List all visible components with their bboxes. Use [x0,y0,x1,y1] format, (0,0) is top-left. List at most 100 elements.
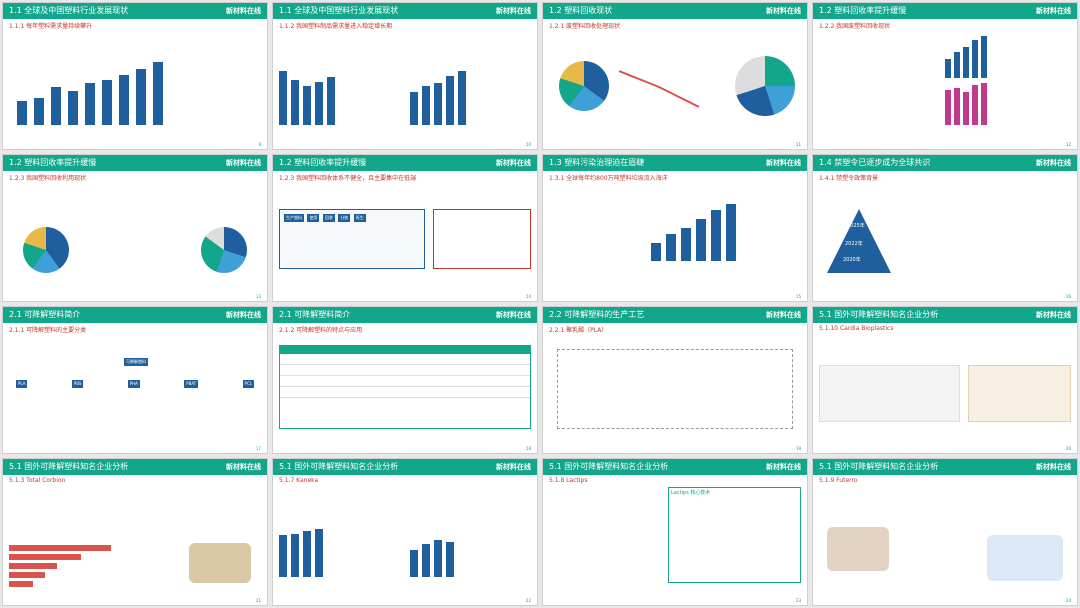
bar [279,71,287,125]
brand-logo: 新材料在线 [1036,7,1071,15]
pie-chart [559,61,609,111]
tree-node: PBAT [184,380,199,388]
slide-title: 1.2 塑料回收率提升缓慢 [819,6,907,15]
slide-header: 5.1 国外可降解塑料知名企业分析 新材料在线 [813,459,1077,475]
bar [945,89,951,125]
hbar [9,581,33,587]
slide-14[interactable]: 5.1 国外可降解塑料知名企业分析 新材料在线 5.1.7 Kaneka 22 [272,458,538,606]
bar [68,91,78,125]
bar [981,35,987,78]
bar-chart [651,201,791,261]
slide-footer: 10 [279,139,531,147]
slide-title: 2.1 可降解塑料简介 [9,310,81,319]
bar [696,219,706,261]
bar [666,234,676,261]
slide-4[interactable]: 1.2 塑料回收率提升缓慢 新材料在线 1.2.2 我国废塑料回收现状 12 [812,2,1078,150]
slide-15[interactable]: 5.1 国外可降解塑料知名企业分析 新材料在线 5.1.8 Lactips La… [542,458,808,606]
slide-subtitle: 1.2.3 我国塑料回收体系不健全，且主要集中在低端 [279,175,417,182]
bar-chart-top [945,31,1071,78]
slide-body [819,335,1071,439]
slide-header: 1.1 全球及中国塑料行业发展现状 新材料在线 [273,3,537,19]
slide-7[interactable]: 1.3 塑料污染治理迫在眉睫 新材料在线 1.3.1 全球每年约800万吨塑料垃… [542,154,808,302]
bar [422,544,431,577]
slide-body [549,335,801,439]
slide-header: 5.1 国外可降解塑料知名企业分析 新材料在线 [813,307,1077,323]
bar [972,85,978,125]
bar [726,204,736,261]
slide-10[interactable]: 2.1 可降解塑料简介 新材料在线 2.1.2 可降解塑料的特点与应用 18 [272,306,538,454]
slide-title: 5.1 国外可降解塑料知名企业分析 [9,462,129,471]
slide-title: 2.1 可降解塑料简介 [279,310,351,319]
slide-11[interactable]: 2.2 可降解塑料的生产工艺 新材料在线 2.2.1 聚乳酸（PLA） 19 [542,306,808,454]
page-number: 21 [255,598,261,603]
slide-subtitle: 1.2.2 我国废塑料回收现状 [819,23,891,30]
slide-header: 1.2 塑料回收率提升缓慢 新材料在线 [813,3,1077,19]
slide-subtitle: 1.2.3 我国塑料回收利用现状 [9,175,87,182]
brand-logo: 新材料在线 [496,463,531,471]
pie-chart-left [23,227,69,273]
slide-title: 5.1 国外可降解塑料知名企业分析 [819,310,939,319]
page-number: 23 [795,598,801,603]
slide-subtitle: 1.1.1 每年塑料需求量持续攀升 [9,23,93,30]
slide-footer: 19 [549,443,801,451]
bar [446,75,455,125]
slide-13[interactable]: 5.1 国外可降解塑料知名企业分析 新材料在线 5.1.3 Total Corb… [2,458,268,606]
slide-header: 1.2 塑料回收率提升缓慢 新材料在线 [273,155,537,171]
slide-1[interactable]: 1.1 全球及中国塑料行业发展现状 新材料在线 1.1.1 每年塑料需求量持续攀… [2,2,268,150]
product-image [987,535,1063,581]
slide-header: 2.2 可降解塑料的生产工艺 新材料在线 [543,307,807,323]
page-number: 22 [525,598,531,603]
slide-footer: 12 [819,139,1071,147]
slide-8[interactable]: 1.4 禁塑令已逐步成为全球共识 新材料在线 1.4.1 禁塑令政策背景 202… [812,154,1078,302]
slide-footer: 14 [279,291,531,299]
slide-3[interactable]: 1.2 塑料回收现状 新材料在线 1.2.1 废塑料回收处理现状 11 [542,2,808,150]
slide-body: 生产塑料 使用 回收 分拣 再生 [279,183,531,287]
bar [434,539,443,577]
slide-footer: 20 [819,443,1071,451]
slide-title: 1.2 塑料回收现状 [549,6,613,15]
brand-logo: 新材料在线 [496,7,531,15]
page-number: 20 [1065,446,1071,451]
slide-body [549,183,801,287]
slide-subtitle: 2.1.2 可降解塑料的特点与应用 [279,327,363,334]
slide-body [549,31,801,135]
brand-logo: 新材料在线 [496,311,531,319]
brand-logo: 新材料在线 [1036,311,1071,319]
bar [291,533,299,577]
slide-5[interactable]: 1.2 塑料回收率提升缓慢 新材料在线 1.2.3 我国塑料回收利用现状 13 [2,154,268,302]
slide-body: Lactips 核心技术 [549,487,801,591]
bar [303,86,311,125]
pyramid-level: 2025年 [847,223,865,229]
slide-footer: 24 [819,595,1071,603]
page-number: 18 [525,446,531,451]
slide-title: 1.3 塑料污染治理迫在眉睫 [549,158,645,167]
page-number: 12 [1065,142,1071,147]
slide-12[interactable]: 5.1 国外可降解塑料知名企业分析 新材料在线 5.1.10 Cardia Bi… [812,306,1078,454]
slide-6[interactable]: 1.2 塑料回收率提升缓慢 新材料在线 1.2.3 我国塑料回收体系不健全，且主… [272,154,538,302]
page-number: 17 [255,446,261,451]
slide-2[interactable]: 1.1 全球及中国塑料行业发展现状 新材料在线 1.1.2 我国塑料制品需求量进… [272,2,538,150]
brand-logo: 新材料在线 [766,463,801,471]
slide-body [279,335,531,439]
bar [119,74,129,125]
slide-16[interactable]: 5.1 国外可降解塑料知名企业分析 新材料在线 5.1.9 Futerro 24 [812,458,1078,606]
page-number: 11 [795,142,801,147]
brand-logo: 新材料在线 [1036,463,1071,471]
slide-9[interactable]: 2.1 可降解塑料简介 新材料在线 2.1.1 可降解塑料的主要分类 可降解塑料… [2,306,268,454]
slide-subtitle: 1.4.1 禁塑令政策背景 [819,175,879,182]
bar [963,92,969,125]
slide-body [819,31,1071,135]
bar [954,87,960,125]
bar [327,77,335,125]
line-chart [619,70,699,108]
pyramid: 2025年 2022年 2020年 [827,209,891,273]
slide-footer: 11 [549,139,801,147]
bar [315,529,323,577]
bar [446,542,455,577]
tree-node: PLA [16,380,28,388]
brand-logo: 新材料在线 [766,311,801,319]
bar [972,40,978,78]
flow-steps: 生产塑料 使用 回收 分拣 再生 [280,210,424,226]
page-number: 10 [525,142,531,147]
